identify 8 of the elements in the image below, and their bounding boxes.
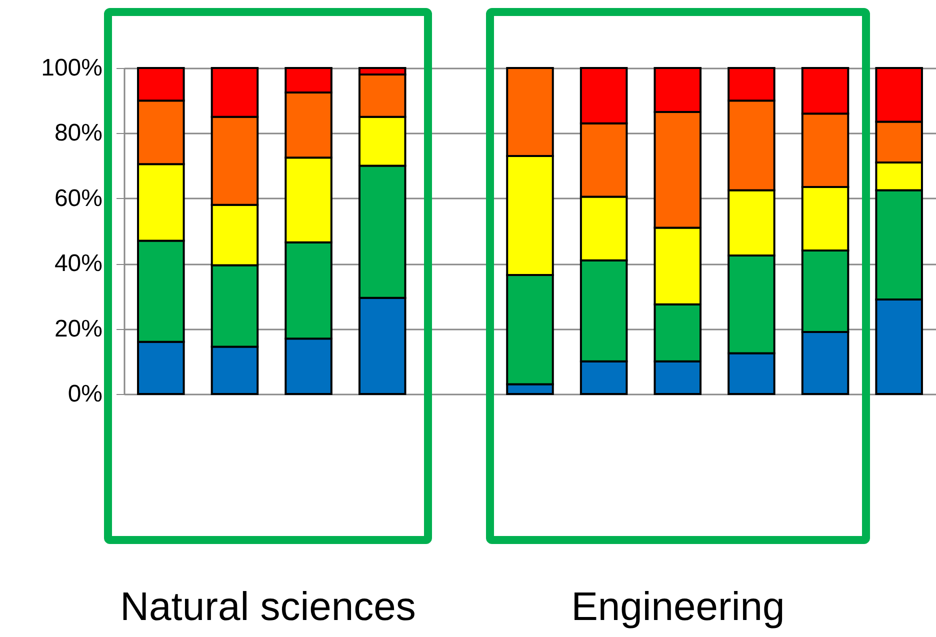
- y-tick-label: 20%: [54, 315, 102, 342]
- y-tick-label: 40%: [54, 250, 102, 278]
- text: Engineering: [571, 585, 785, 630]
- text: Natural sciences: [120, 585, 416, 630]
- y-tick-label: 80%: [54, 120, 102, 147]
- y-tick-label: 0%: [68, 380, 102, 408]
- y-tick-label: 60%: [54, 184, 102, 212]
- y-tick-label: 100%: [41, 54, 102, 82]
